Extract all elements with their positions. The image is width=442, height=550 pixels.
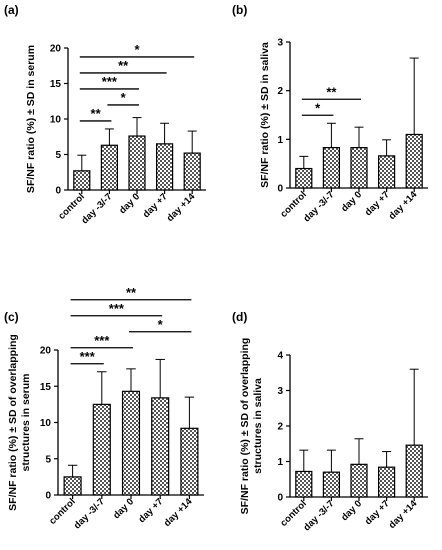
category-label: day 0: [339, 498, 364, 523]
significance-label: ***: [102, 74, 118, 89]
panel-c: (c) 0 5 10 15 20 SF/NF ratio (%) ± SD of over…: [4, 285, 204, 531]
y-tick-label: 0: [277, 184, 283, 195]
y-tick-label: 15: [50, 79, 62, 90]
significance-label: ***: [94, 333, 110, 348]
bar: [63, 476, 82, 496]
y-axis-title-line: structures in saliva: [252, 378, 264, 474]
y-tick-label: 4: [277, 351, 283, 362]
y-axis-title: SF/NF ratio (%) ± SD of overlappingstruc…: [239, 338, 264, 515]
panel-label: (c): [4, 310, 19, 324]
bar: [322, 471, 341, 498]
bar: [151, 397, 170, 496]
category-label: day 0: [339, 189, 364, 214]
y-tick-label: 20: [40, 346, 52, 357]
y-axis-title-line: SF/NF ratio (%) ± SD of overlapping: [7, 334, 19, 511]
bar: [155, 143, 174, 191]
significance-label: ***: [109, 301, 125, 316]
bar: [92, 403, 111, 496]
category-label: day 0: [117, 191, 142, 216]
y-axis-title: SF/NF ratio (%) ± SD in saliva: [259, 42, 271, 188]
bar: [180, 427, 199, 496]
significance-label: *: [121, 90, 127, 105]
y-tick-label: 2: [277, 422, 283, 433]
y-tick-label: 1: [277, 457, 283, 468]
y-tick-label: 10: [40, 418, 52, 429]
y-axis-title-line: SF/NF ratio (%) ± SD of overlapping: [239, 338, 251, 515]
panel-d: (d) 0 1 2 3 4 SF/NF ratio (%) ± SD of overlap…: [232, 310, 428, 533]
significance-label: **: [126, 285, 137, 300]
y-tick-label: 0: [45, 491, 51, 502]
y-tick-label: 20: [50, 44, 62, 55]
y-tick-label: 5: [55, 150, 61, 161]
bar: [128, 135, 146, 191]
y-tick-label: 10: [50, 115, 62, 126]
category-label: day 0: [111, 496, 136, 521]
category-label: day -3/-7: [79, 191, 114, 226]
bar: [377, 155, 396, 189]
y-tick-label: 0: [55, 186, 61, 197]
y-axis-title: SF/NF ratio (%) ± SD in serum: [25, 45, 37, 193]
significance-label: *: [315, 100, 321, 115]
significance-label: **: [91, 106, 102, 121]
y-tick-label: 1: [277, 135, 283, 146]
bar: [100, 144, 119, 191]
category-label: day +14: [165, 191, 198, 224]
y-tick-label: 5: [45, 454, 51, 465]
category-label: day -3/-7: [301, 189, 336, 224]
panel-label: (a): [4, 3, 19, 17]
bar: [322, 147, 341, 189]
significance-label: ***: [80, 349, 96, 364]
significance-label: *: [134, 42, 140, 57]
category-label: day +14: [387, 498, 420, 531]
panel-a: (a) 0 5 10 15 20 SF/NF ratio (%) ± SD in seru…: [4, 3, 206, 226]
bar: [377, 466, 396, 498]
bar: [405, 133, 423, 189]
y-tick-label: 15: [40, 382, 52, 393]
bar: [350, 147, 368, 189]
bar: [183, 152, 201, 191]
y-tick-label: 3: [277, 38, 283, 49]
category-label: day +14: [162, 496, 195, 529]
bar: [405, 444, 423, 498]
bar: [295, 167, 313, 189]
bar: [350, 463, 368, 498]
significance-label: **: [326, 84, 337, 99]
y-axis-title: SF/NF ratio (%) ± SD of overlappingstruc…: [7, 334, 32, 511]
bar: [121, 390, 141, 496]
significance-label: **: [118, 58, 129, 73]
bar: [295, 470, 313, 498]
panel-label: (d): [232, 310, 247, 324]
significance-label: *: [158, 317, 164, 332]
y-tick-label: 2: [277, 86, 283, 97]
panel-label: (b): [232, 3, 247, 17]
category-label: day -3/-7: [72, 496, 107, 531]
category-label: day -3/-7: [301, 498, 336, 533]
category-label: day +14: [387, 189, 420, 222]
y-tick-label: 0: [277, 493, 283, 504]
bar: [73, 170, 91, 191]
y-tick-label: 3: [277, 386, 283, 397]
y-axis-title-line: structures in serum: [20, 373, 32, 471]
